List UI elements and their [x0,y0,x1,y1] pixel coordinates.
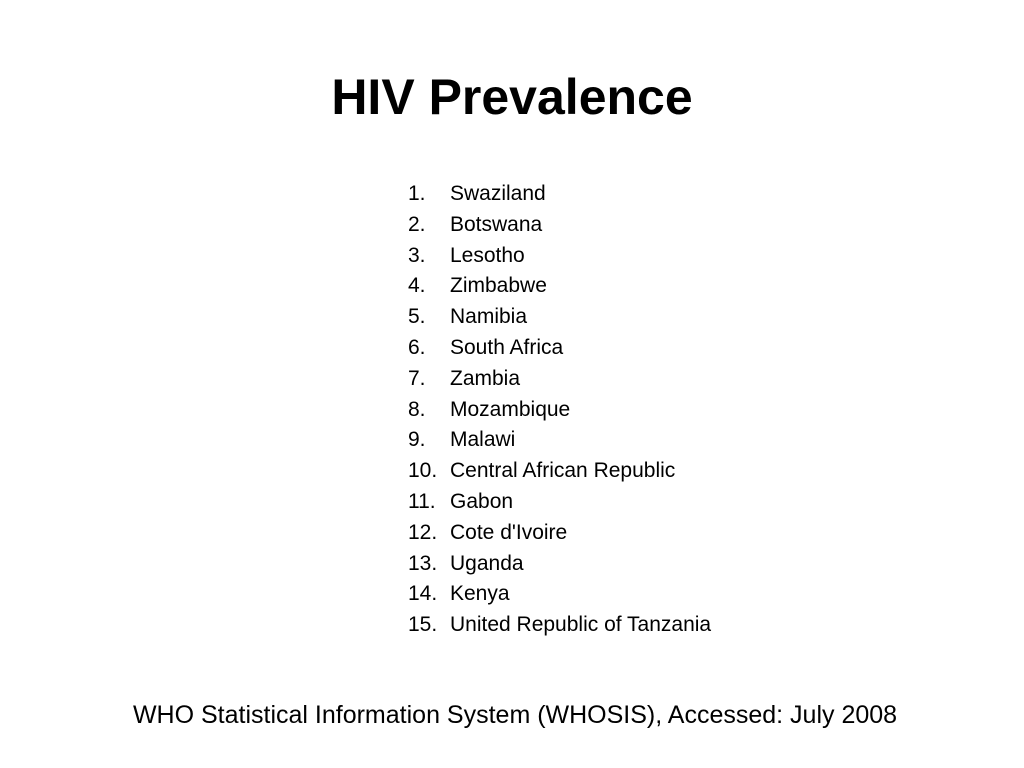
list-item-number: 11. [408,489,436,513]
list-item: 11. Gabon [408,487,711,518]
list-item: 14. Kenya [408,579,711,610]
list-item: 2. Botswana [408,210,711,241]
list-item: 5. Namibia [408,302,711,333]
list-item: 1. Swaziland [408,179,711,210]
list-item-country: Kenya [450,582,510,606]
list-item-number: 13. [408,551,438,575]
list-item-number: 7. [408,366,426,390]
list-item-country: United Republic of Tanzania [450,613,712,637]
list-item: 8. Mozambique [408,395,711,426]
list-item-number: 1. [408,182,426,205]
list-item-country: South Africa [450,335,564,359]
list-item-country: Uganda [450,551,524,575]
list-item: 15. United Republic of Tanzania [408,610,711,641]
list-item-number: 5. [408,305,426,329]
list-item-country: Namibia [450,305,528,329]
list-item-number: 15. [408,613,438,637]
list-item-number: 3. [408,243,426,267]
source-citation: WHO Statistical Information System (WHOS… [132,701,898,729]
list-item-number: 4. [408,274,426,298]
list-item-number: 2. [408,212,426,236]
list-item-country: Zambia [450,366,521,390]
list-item-country: Swaziland [450,182,546,205]
list-item-number: 12. [408,520,438,544]
list-item: 7. Zambia [408,364,711,395]
list-item-country: Botswana [450,212,543,236]
list-item: 12. Cote d'Ivoire [408,518,711,549]
list-item-country: Zimbabwe [450,274,547,298]
list-item-country: Mozambique [450,397,571,421]
list-item-country: Lesotho [450,243,525,267]
list-item-number: 14. [408,582,438,606]
country-ranking-list: 1. Swaziland 2. Botswana 3. Lesotho 4. Z… [408,179,711,641]
list-item-number: 10. [408,459,438,483]
list-item: 10. Central African Republic [408,456,711,487]
list-item-number: 8. [408,397,426,421]
list-item-number: 9. [408,428,426,452]
list-item-country: Gabon [450,489,514,513]
list-item: 9. Malawi [408,425,711,456]
list-item: 3. Lesotho [408,241,711,272]
list-item-country: Central African Republic [450,459,676,483]
slide-title: HIV Prevalence [331,69,693,125]
list-item: 4. Zimbabwe [408,271,711,302]
list-item: 6. South Africa [408,333,711,364]
list-item-country: Malawi [450,428,516,452]
list-item-number: 6. [408,335,426,359]
list-item: 13. Uganda [408,549,711,580]
list-item-country: Cote d'Ivoire [450,520,568,544]
